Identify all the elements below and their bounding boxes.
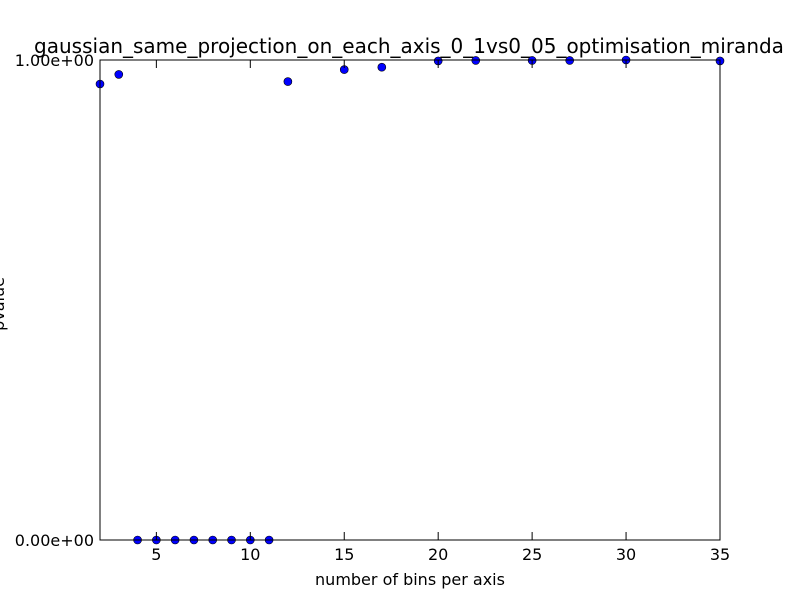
- x-axis-ticks: 5 10 15 20 25 30 35: [151, 60, 730, 564]
- plot-area: [95, 55, 725, 545]
- data-point-12: [377, 62, 387, 72]
- x-tick-label-3: 20: [428, 545, 448, 564]
- data-point-1: [114, 70, 124, 79]
- y-tick-label-1: 1.00e+00: [15, 51, 94, 70]
- x-tick-label-5: 30: [616, 545, 636, 564]
- y-tick-label-0: 0.00e+00: [15, 531, 94, 550]
- plot-background: [100, 60, 720, 540]
- x-tick-label-6: 35: [710, 545, 730, 564]
- y-axis-label: pvalue: [0, 277, 8, 331]
- plot-frame: [99, 59, 721, 541]
- y-axis-ticks: 0.00e+00 1.00e+00: [15, 51, 720, 550]
- x-tick-label-0: 5: [151, 545, 161, 564]
- x-tick-label-2: 15: [334, 545, 354, 564]
- x-tick-label-4: 25: [522, 545, 542, 564]
- x-axis-label: number of bins per axis: [315, 570, 505, 589]
- x-tick-label-1: 10: [240, 545, 260, 564]
- data-point-10: [283, 77, 293, 86]
- chart-title: gaussian_same_projection_on_each_axis_0_…: [34, 34, 784, 58]
